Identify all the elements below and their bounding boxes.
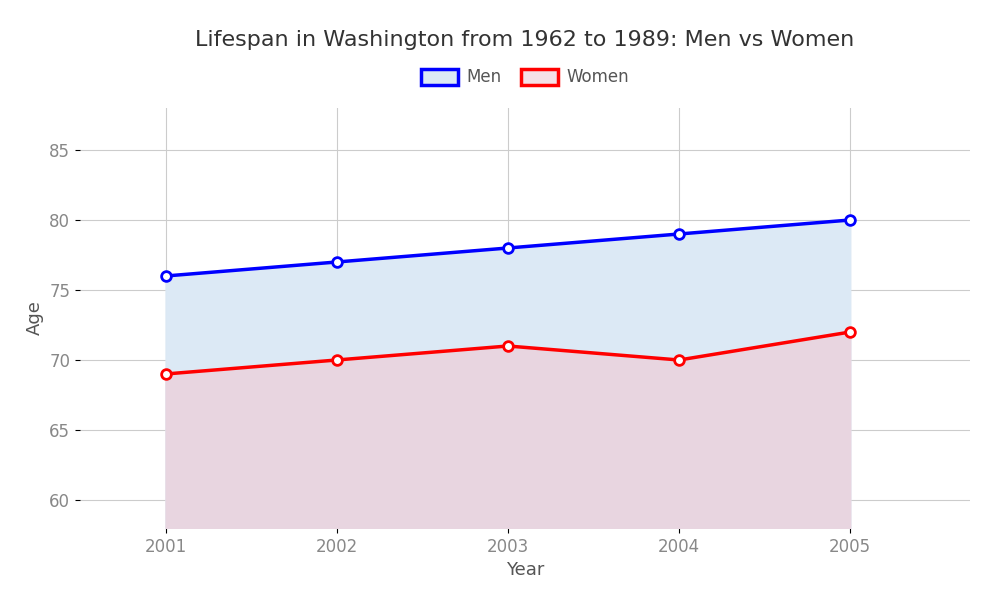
Legend: Men, Women: Men, Women: [414, 62, 636, 93]
X-axis label: Year: Year: [506, 561, 544, 579]
Y-axis label: Age: Age: [26, 301, 44, 335]
Title: Lifespan in Washington from 1962 to 1989: Men vs Women: Lifespan in Washington from 1962 to 1989…: [195, 29, 855, 49]
